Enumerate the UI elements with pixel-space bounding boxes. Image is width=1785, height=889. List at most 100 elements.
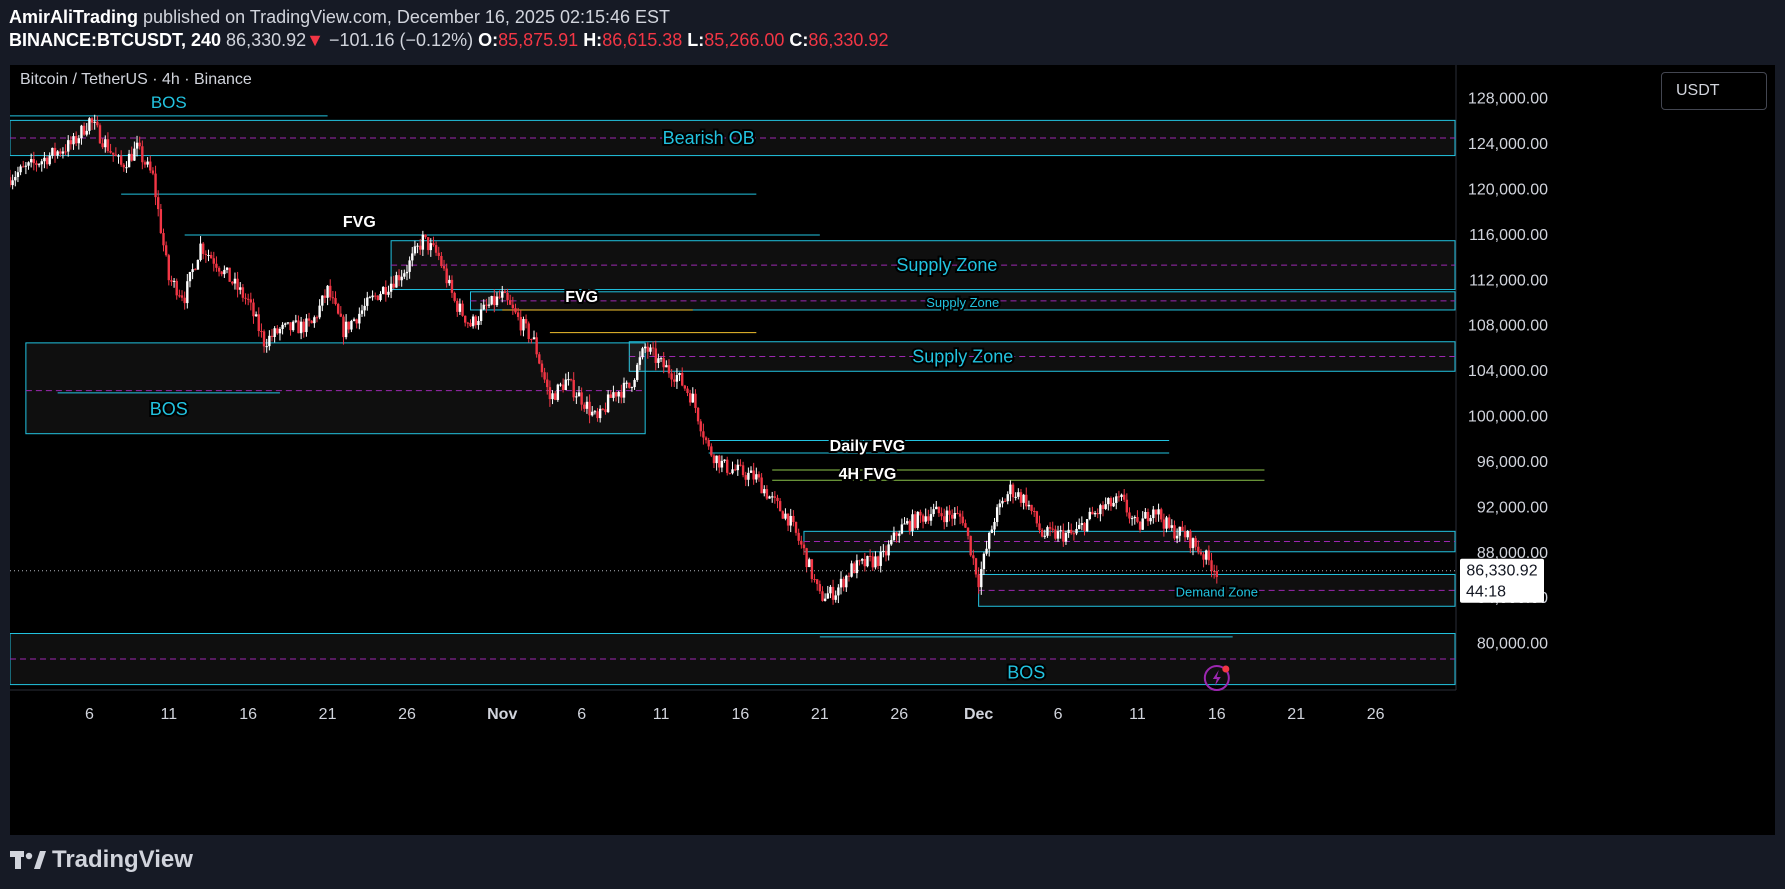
candle-body [339,313,343,317]
candle-body [598,408,602,419]
tradingview-logo[interactable]: TradingView [10,846,193,874]
candle-body [887,544,890,556]
candle-body [696,407,700,422]
candle-body [559,384,562,386]
candle-body [1059,530,1062,532]
candle-body [419,245,422,250]
candle-body [1064,533,1068,542]
candle-body [40,161,43,165]
candle-body [191,269,194,273]
candle-body [948,510,951,515]
high-value: 86,615.38 [602,30,683,50]
candle-body [829,586,832,594]
candle-body [172,280,176,282]
y-tick-label: 96,000.00 [1477,454,1548,471]
currency-unit-button[interactable]: USDT [1661,72,1767,110]
author-name[interactable]: AmirAliTrading [9,7,139,27]
x-tick-label: 6 [85,706,94,723]
candle-body [281,324,284,329]
candle-body [757,474,761,478]
candle-body [1141,518,1144,530]
x-tick-label: 21 [811,706,829,723]
candle-body [384,287,388,295]
candle-body [109,151,112,153]
candle-body [461,303,464,316]
candle-body [98,125,102,144]
candle-body [35,163,38,165]
candle-body [622,382,626,398]
candle-body [519,316,522,331]
low-value: 85,266.00 [704,30,785,50]
candle-body [678,372,681,376]
candle-body [310,320,313,324]
candle-body [456,300,459,312]
candle-body [1048,527,1052,529]
candle-body [146,161,149,165]
y-tick-label: 80,000.00 [1477,636,1548,653]
candle-body [289,322,292,331]
candle-body [413,246,417,254]
candle-body [209,255,213,259]
candle-body [379,293,382,300]
candle-body [524,319,528,324]
candle-body [1033,511,1036,513]
candle-body [77,138,81,144]
candle-body [350,320,353,330]
candle-body [315,317,319,319]
candle-body [514,308,517,313]
candle-body [1215,571,1219,578]
candle-body [715,455,718,464]
candle-body [347,321,350,330]
candle-body [1017,492,1020,497]
candle-body [1136,517,1139,522]
candle-body [159,209,163,234]
x-tick-label: 11 [653,706,670,723]
candle-body [776,497,779,502]
candle-body [1054,529,1057,539]
candle-body [508,300,512,305]
candle-body [154,173,157,198]
candle-body [334,298,337,305]
y-tick-label: 100,000.00 [1468,409,1548,426]
candle-body [331,297,335,299]
candle-body [411,253,414,261]
candle-body [257,314,260,332]
candle-body [773,496,777,498]
down-arrow-icon: ▼ [306,30,324,50]
candle-body [720,460,724,468]
candle-body [953,513,957,519]
candle-body [1146,511,1150,522]
candle-body [744,475,747,480]
candle-body [898,533,901,536]
candle-body [895,532,898,536]
candlestick-chart[interactable]: Bitcoin / TetherUS · 4h · Binance BOS Bear… [8,65,1775,835]
candle-body [1014,496,1017,498]
candle-body [27,162,30,166]
candle-body [366,297,369,306]
candle-body [32,159,36,164]
candle-body [432,243,435,246]
y-tick-label: 120,000.00 [1468,181,1548,198]
candle-body [1212,571,1216,573]
candle-body [371,295,374,298]
candle-body [892,532,896,541]
chart-area[interactable]: Bitcoin / TetherUS · 4h · Binance BOS Bear… [8,65,1775,835]
candle-body [201,243,205,254]
candle-body [1038,523,1041,530]
candle-body [127,153,131,168]
candle-body [596,411,599,419]
candle-body [577,392,581,397]
x-tick-label: 6 [1054,706,1063,723]
candle-body [482,304,485,310]
candle-body [96,121,99,126]
candle-body [781,511,784,519]
candle-body [606,394,610,413]
candle-body [617,391,620,397]
candle-body [1107,498,1110,505]
candle-body [225,267,229,270]
candle-body [786,513,790,526]
candle-body [641,348,644,358]
candle-body [196,259,200,270]
candle-body [1202,554,1205,560]
candle-body [1125,499,1129,513]
